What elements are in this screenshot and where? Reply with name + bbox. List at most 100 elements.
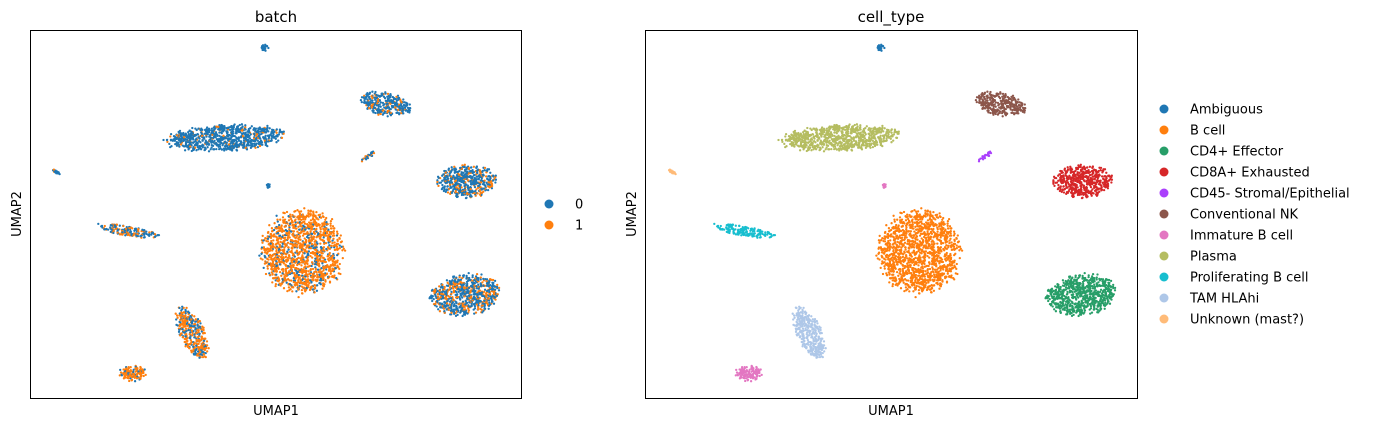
batch-cluster bbox=[51, 168, 61, 176]
data-point bbox=[185, 322, 189, 325]
data-point bbox=[279, 261, 282, 264]
data-point bbox=[267, 46, 270, 50]
data-point bbox=[193, 315, 196, 318]
data-point bbox=[227, 147, 231, 151]
data-point bbox=[368, 91, 372, 94]
data-point bbox=[175, 134, 179, 137]
data-point bbox=[451, 168, 454, 171]
data-point bbox=[328, 268, 331, 271]
data-point bbox=[472, 303, 475, 306]
data-point bbox=[202, 347, 206, 351]
data-point bbox=[383, 97, 387, 100]
data-point bbox=[311, 214, 315, 217]
data-point bbox=[322, 236, 325, 239]
data-point bbox=[228, 133, 231, 137]
data-point bbox=[337, 272, 340, 275]
data-point bbox=[184, 325, 187, 328]
batch-cluster bbox=[359, 90, 412, 118]
data-point bbox=[118, 224, 121, 227]
data-point bbox=[202, 144, 205, 147]
data-point bbox=[317, 232, 320, 235]
data-point bbox=[488, 185, 491, 188]
data-point bbox=[225, 130, 228, 133]
data-point bbox=[219, 141, 222, 144]
data-point bbox=[183, 337, 186, 341]
data-point bbox=[383, 103, 386, 106]
data-point bbox=[463, 313, 467, 316]
data-point bbox=[463, 295, 466, 298]
data-point bbox=[975, 100, 978, 104]
data-point bbox=[180, 332, 183, 335]
data-point bbox=[303, 281, 307, 284]
data-point bbox=[1009, 108, 1012, 111]
data-point bbox=[1023, 103, 1026, 106]
data-point bbox=[129, 230, 132, 233]
data-point bbox=[278, 229, 282, 233]
data-point bbox=[466, 192, 469, 196]
data-point bbox=[445, 279, 449, 282]
data-point bbox=[477, 299, 481, 302]
data-point bbox=[272, 135, 276, 139]
data-point bbox=[452, 174, 455, 177]
data-point bbox=[338, 236, 341, 240]
data-point bbox=[191, 334, 194, 337]
data-point bbox=[386, 115, 389, 118]
data-point bbox=[436, 180, 439, 184]
data-point bbox=[209, 138, 212, 141]
data-point bbox=[462, 274, 465, 277]
data-point bbox=[478, 182, 481, 186]
data-point bbox=[318, 213, 322, 216]
data-point bbox=[284, 264, 288, 268]
data-point bbox=[270, 230, 274, 233]
data-point bbox=[473, 173, 476, 177]
data-point bbox=[210, 146, 213, 149]
data-point bbox=[496, 283, 499, 287]
data-point bbox=[320, 275, 323, 278]
data-point bbox=[983, 91, 987, 94]
data-point bbox=[368, 102, 371, 105]
data-point bbox=[182, 331, 186, 334]
data-point bbox=[265, 128, 269, 131]
data-point bbox=[321, 287, 324, 290]
data-point bbox=[204, 337, 207, 340]
data-point bbox=[209, 140, 212, 143]
data-point bbox=[187, 131, 190, 134]
data-point bbox=[250, 138, 253, 142]
data-point bbox=[476, 171, 479, 175]
data-point bbox=[315, 260, 318, 264]
data-point bbox=[486, 188, 490, 192]
data-point bbox=[324, 227, 327, 230]
data-point bbox=[492, 302, 496, 305]
data-point bbox=[310, 264, 313, 268]
data-point bbox=[281, 253, 284, 257]
data-point bbox=[177, 143, 181, 146]
data-point bbox=[1019, 106, 1022, 109]
data-point bbox=[1015, 105, 1019, 108]
batch-cluster bbox=[265, 183, 271, 189]
data-point bbox=[465, 167, 468, 170]
data-point bbox=[133, 229, 136, 232]
data-point bbox=[469, 175, 472, 178]
data-point bbox=[182, 311, 186, 314]
data-point bbox=[480, 273, 483, 276]
data-point bbox=[282, 268, 285, 271]
data-point bbox=[287, 248, 290, 251]
data-point bbox=[195, 338, 198, 342]
data-point bbox=[209, 148, 212, 151]
data-point bbox=[479, 185, 482, 189]
data-point bbox=[278, 243, 281, 246]
data-point bbox=[186, 339, 189, 343]
data-point bbox=[183, 145, 187, 148]
data-point bbox=[291, 247, 294, 250]
data-point bbox=[293, 240, 296, 243]
data-point bbox=[387, 106, 390, 109]
data-point bbox=[287, 246, 290, 249]
data-point bbox=[491, 288, 494, 291]
data-point bbox=[321, 215, 325, 218]
data-point bbox=[283, 246, 286, 249]
data-point bbox=[294, 209, 297, 213]
data-point bbox=[475, 298, 478, 301]
data-point bbox=[293, 283, 296, 286]
data-point bbox=[237, 130, 240, 133]
data-point bbox=[332, 256, 336, 260]
